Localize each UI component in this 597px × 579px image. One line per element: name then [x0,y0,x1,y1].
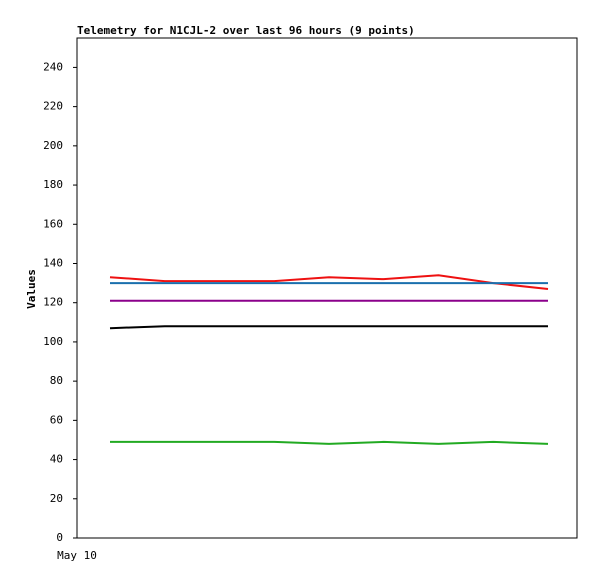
y-tick-label: 40 [50,453,63,466]
chart-title: Telemetry for N1CJL-2 over last 96 hours… [77,24,415,37]
series-line [109,274,549,290]
x-axis-label: May 10 [57,549,97,562]
y-tick-label: 20 [50,492,63,505]
y-tick-label: 120 [43,296,63,309]
y-tick-label: 200 [43,139,63,152]
y-tick-label: 160 [43,217,63,230]
y-tick-label: 240 [43,60,63,73]
y-tick-label: 140 [43,256,63,269]
series-line [109,325,548,330]
y-tick-label: 100 [43,335,63,348]
y-tick-label: 180 [43,178,63,191]
y-axis-label: Values [25,269,38,309]
y-tick-label: 60 [50,413,63,426]
plot-frame [76,37,578,539]
y-tick-label: 80 [50,374,63,387]
y-tick-label: 0 [56,531,63,544]
y-tick-label: 220 [43,100,63,113]
series-line [110,440,549,445]
